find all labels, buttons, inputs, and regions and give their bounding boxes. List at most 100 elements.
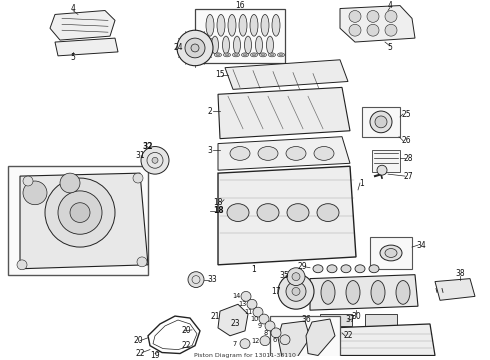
Text: 5: 5 (71, 53, 75, 62)
Bar (195, 9, 285, 63)
Polygon shape (225, 60, 348, 89)
Circle shape (23, 181, 47, 205)
Polygon shape (306, 324, 435, 356)
Circle shape (191, 44, 199, 52)
Polygon shape (340, 5, 415, 42)
Circle shape (367, 24, 379, 36)
Ellipse shape (217, 14, 225, 36)
Ellipse shape (215, 53, 221, 57)
Ellipse shape (355, 265, 365, 273)
Ellipse shape (223, 53, 230, 57)
Ellipse shape (257, 204, 279, 221)
Ellipse shape (321, 280, 335, 304)
Circle shape (253, 307, 263, 317)
Text: 8: 8 (264, 330, 268, 336)
Circle shape (141, 147, 169, 174)
Text: 18: 18 (213, 198, 223, 207)
Polygon shape (435, 279, 475, 300)
Ellipse shape (396, 280, 410, 304)
Polygon shape (218, 166, 356, 265)
Circle shape (133, 173, 143, 183)
Text: 1: 1 (252, 265, 256, 274)
Circle shape (278, 274, 314, 309)
Polygon shape (365, 314, 397, 326)
Text: 38: 38 (455, 269, 465, 278)
Bar (270, 316, 340, 360)
Circle shape (349, 10, 361, 22)
Ellipse shape (250, 14, 258, 36)
Ellipse shape (250, 53, 258, 57)
Ellipse shape (385, 248, 397, 257)
Circle shape (385, 10, 397, 22)
Text: 15: 15 (215, 70, 225, 79)
Circle shape (377, 165, 387, 175)
Ellipse shape (239, 14, 247, 36)
Circle shape (259, 314, 269, 324)
Circle shape (45, 178, 115, 247)
Text: 13: 13 (238, 301, 246, 307)
Text: 19: 19 (150, 351, 160, 360)
Circle shape (58, 191, 102, 234)
Text: 27: 27 (403, 172, 413, 181)
Text: 4: 4 (71, 4, 75, 13)
Ellipse shape (235, 54, 238, 56)
Ellipse shape (341, 265, 351, 273)
Ellipse shape (279, 54, 283, 56)
Circle shape (247, 299, 257, 309)
Bar (362, 107, 400, 137)
Text: 16: 16 (235, 1, 245, 10)
Ellipse shape (206, 14, 214, 36)
Text: 5: 5 (388, 44, 392, 53)
Circle shape (271, 328, 281, 338)
Text: 21: 21 (210, 311, 220, 320)
Circle shape (367, 10, 379, 22)
Circle shape (70, 203, 90, 222)
Ellipse shape (313, 265, 323, 273)
Text: 17: 17 (271, 287, 281, 296)
Ellipse shape (228, 14, 236, 36)
Ellipse shape (222, 36, 229, 54)
Text: 23: 23 (230, 319, 240, 328)
Ellipse shape (234, 36, 241, 54)
Text: Piston Diagram for 13011-38110: Piston Diagram for 13011-38110 (194, 352, 296, 357)
Circle shape (17, 260, 27, 270)
Bar (372, 150, 400, 172)
Text: 20: 20 (181, 327, 191, 336)
Ellipse shape (262, 54, 265, 56)
Text: 4: 4 (388, 1, 392, 10)
Ellipse shape (267, 36, 273, 54)
Text: 36: 36 (301, 315, 311, 324)
Ellipse shape (272, 14, 280, 36)
Circle shape (60, 173, 80, 193)
Ellipse shape (277, 53, 285, 57)
Polygon shape (218, 87, 350, 139)
Polygon shape (320, 314, 352, 326)
Text: 11: 11 (244, 309, 252, 315)
Circle shape (287, 268, 305, 285)
Ellipse shape (260, 53, 267, 57)
Circle shape (137, 257, 147, 267)
Ellipse shape (346, 280, 360, 304)
Text: 20: 20 (133, 336, 143, 345)
Ellipse shape (217, 54, 220, 56)
Circle shape (185, 38, 205, 58)
Polygon shape (218, 304, 248, 336)
Circle shape (375, 116, 387, 128)
Ellipse shape (287, 204, 309, 221)
Text: 22: 22 (135, 349, 145, 358)
Text: 9: 9 (258, 323, 262, 329)
Circle shape (292, 273, 300, 280)
Text: 10: 10 (250, 316, 258, 322)
Text: 32: 32 (143, 142, 153, 151)
Ellipse shape (245, 36, 251, 54)
Text: 1: 1 (360, 179, 365, 188)
Ellipse shape (369, 265, 379, 273)
Text: 26: 26 (401, 136, 411, 145)
Bar (370, 237, 412, 269)
Text: 35: 35 (279, 271, 289, 280)
Text: 30: 30 (351, 311, 361, 320)
Polygon shape (55, 38, 118, 56)
Polygon shape (218, 137, 350, 170)
Text: 33: 33 (207, 275, 217, 284)
Text: 29: 29 (297, 262, 307, 271)
